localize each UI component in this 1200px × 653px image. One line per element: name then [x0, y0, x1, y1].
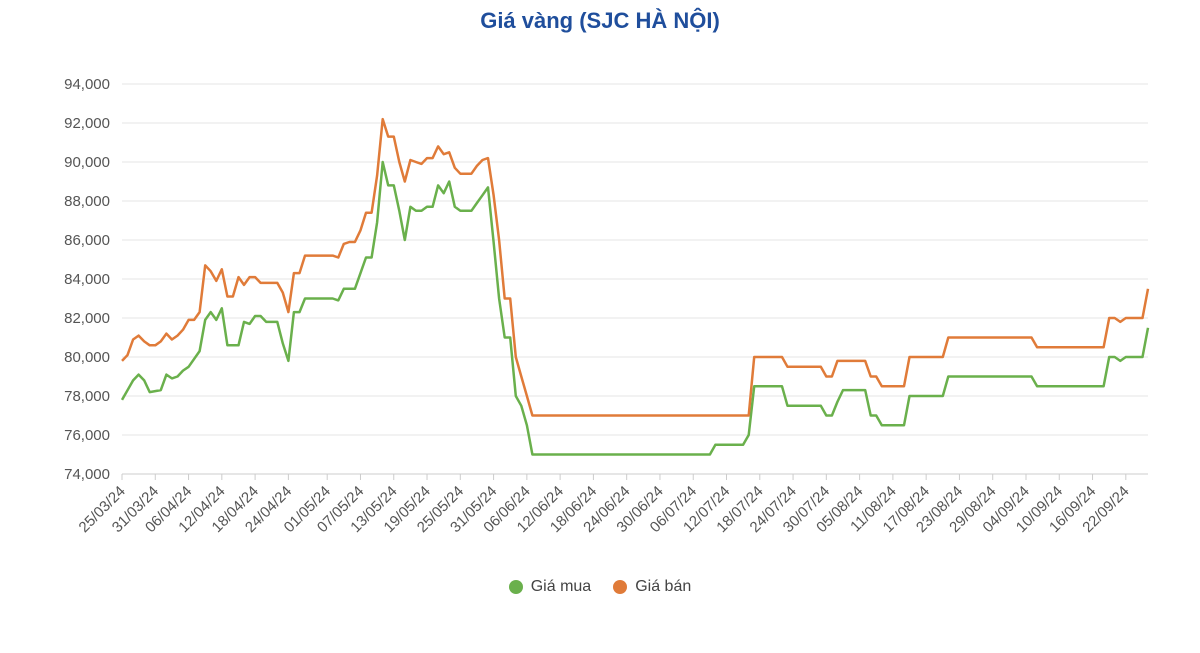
series-line-gia-mua[interactable] — [120, 160, 1150, 456]
legend-item-buy[interactable]: Giá mua — [508, 578, 592, 596]
legend: Giá mua Giá bán — [0, 578, 1200, 596]
legend-label-sell: Giá bán — [635, 578, 692, 595]
y-tick-label: 90,000 — [64, 154, 110, 171]
y-tick-label: 92,000 — [64, 115, 110, 132]
series-line-gia-ban[interactable] — [121, 117, 1150, 417]
y-tick-label: 86,000 — [64, 232, 110, 249]
x-axis: 25/03/2431/03/2406/04/2412/04/2418/04/24… — [76, 474, 1133, 536]
y-tick-label: 84,000 — [64, 271, 110, 288]
legend-marker-sell — [613, 580, 628, 594]
y-tick-label: 80,000 — [64, 349, 110, 366]
y-tick-label: 94,000 — [64, 76, 110, 93]
y-tick-label: 76,000 — [64, 427, 110, 444]
legend-item-sell[interactable]: Giá bán — [613, 578, 691, 596]
series-lines — [120, 117, 1150, 456]
legend-label-buy: Giá mua — [530, 578, 592, 595]
y-tick-label: 78,000 — [64, 388, 110, 405]
y-axis: 74,000 76,000 78,000 80,000 82,000 84,000 86,0… — [64, 76, 110, 483]
grid — [122, 83, 1148, 475]
y-tick-label: 82,000 — [64, 310, 110, 327]
legend-marker-buy — [508, 580, 523, 594]
y-tick-label: 74,000 — [64, 466, 110, 483]
chart-title: Giá vàng (SJC HÀ NỘI) — [480, 8, 720, 33]
y-tick-label: 88,000 — [64, 193, 110, 210]
